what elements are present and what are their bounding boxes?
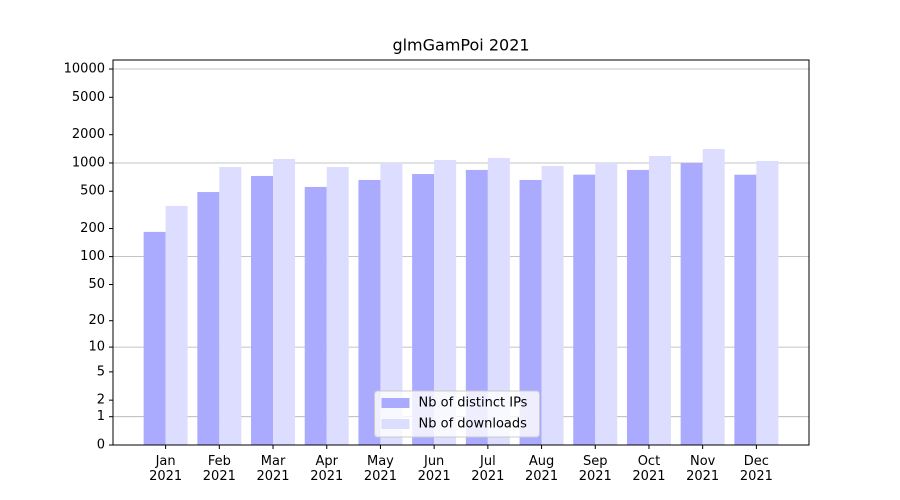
bar xyxy=(219,166,242,445)
bar xyxy=(358,179,381,445)
y-tick-label: 10 xyxy=(88,340,105,355)
y-tick-label: 50 xyxy=(88,277,105,292)
bar xyxy=(595,162,618,446)
bar xyxy=(626,169,649,445)
x-tick-label: May 2021 xyxy=(363,454,397,484)
bar xyxy=(197,192,220,445)
bar xyxy=(251,175,274,445)
bar xyxy=(465,169,488,445)
x-tick-label: Feb 2021 xyxy=(202,454,236,484)
bar xyxy=(487,157,510,446)
x-tick-label: Apr 2021 xyxy=(310,454,344,484)
chart-title: glmGamPoi 2021 xyxy=(392,36,529,55)
x-tick-label: Nov 2021 xyxy=(686,454,720,484)
x-tick-label: Sep 2021 xyxy=(578,454,612,484)
bar xyxy=(380,162,403,446)
y-tick-label: 20 xyxy=(88,313,105,328)
y-tick-label: 2 xyxy=(97,393,105,408)
plot-frame xyxy=(112,59,810,446)
bar xyxy=(734,174,757,445)
x-tick-label: Jul 2021 xyxy=(471,454,505,484)
x-tick-label: Jan 2021 xyxy=(149,454,183,484)
y-tick-label: 1000 xyxy=(72,155,105,170)
legend: Nb of distinct IPs Nb of downloads xyxy=(374,390,540,438)
bar xyxy=(143,231,166,445)
bar xyxy=(412,173,435,446)
bar xyxy=(541,165,564,445)
bar xyxy=(326,166,349,445)
legend-label: Nb of distinct IPs xyxy=(419,396,528,411)
x-tick-label: Mar 2021 xyxy=(256,454,290,484)
bar xyxy=(519,179,542,445)
x-tick-label: Oct 2021 xyxy=(632,454,666,484)
y-tick-label: 0 xyxy=(97,438,105,453)
bar xyxy=(648,156,671,445)
x-tick-label: Jun 2021 xyxy=(417,454,451,484)
y-tick-label: 10000 xyxy=(64,62,105,77)
bar xyxy=(680,162,703,446)
bar xyxy=(273,158,296,445)
bar xyxy=(702,148,725,445)
y-tick-label: 5 xyxy=(97,364,105,379)
legend-box xyxy=(374,390,540,438)
bar xyxy=(573,174,596,445)
legend-label: Nb of downloads xyxy=(419,417,528,432)
y-tick-label: 200 xyxy=(80,221,105,236)
bar xyxy=(304,186,327,445)
bar xyxy=(434,159,457,446)
y-tick-label: 1 xyxy=(97,409,105,424)
legend-swatch xyxy=(381,398,410,408)
x-tick-label: Dec 2021 xyxy=(739,454,773,484)
y-tick-label: 100 xyxy=(80,249,105,264)
legend-swatch xyxy=(381,419,410,429)
y-tick-label: 500 xyxy=(80,184,105,199)
bar xyxy=(165,205,188,445)
y-tick-label: 2000 xyxy=(72,127,105,142)
bar xyxy=(756,160,779,445)
x-tick-label: Aug 2021 xyxy=(525,454,559,484)
y-tick-label: 5000 xyxy=(72,90,105,105)
